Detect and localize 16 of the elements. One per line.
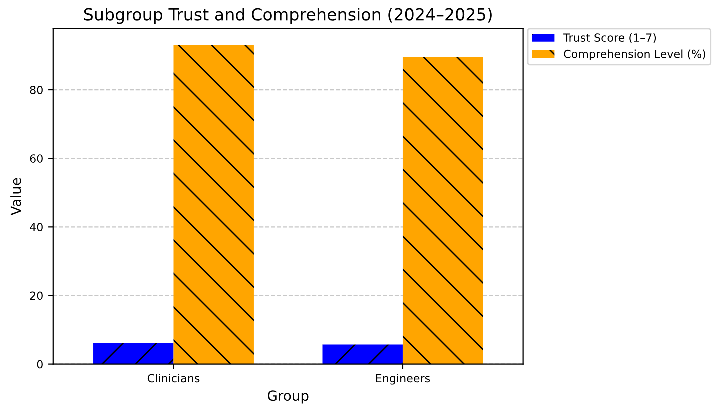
y-tick-label: 40 [30, 223, 43, 232]
y-tick-label: 0 [37, 360, 43, 369]
x-tick-label: Engineers [376, 374, 430, 385]
bar [402, 57, 484, 364]
legend-label: Comprehension Level (%) [564, 50, 706, 60]
y-tick-label: 80 [30, 86, 43, 94]
y-tick-label: 60 [30, 154, 43, 163]
bar [174, 45, 254, 364]
x-axis-title: Group [268, 390, 309, 404]
legend-label: Trust Score (1–7) [564, 33, 656, 44]
chart-title: Subgroup Trust and Comprehension (2024–2025) [84, 8, 492, 24]
y-tick-label: 20 [30, 292, 43, 300]
bar [94, 343, 174, 364]
x-tick-label: Clinicians [148, 374, 200, 383]
bar [322, 344, 403, 364]
y-axis-title: Value [10, 178, 22, 216]
